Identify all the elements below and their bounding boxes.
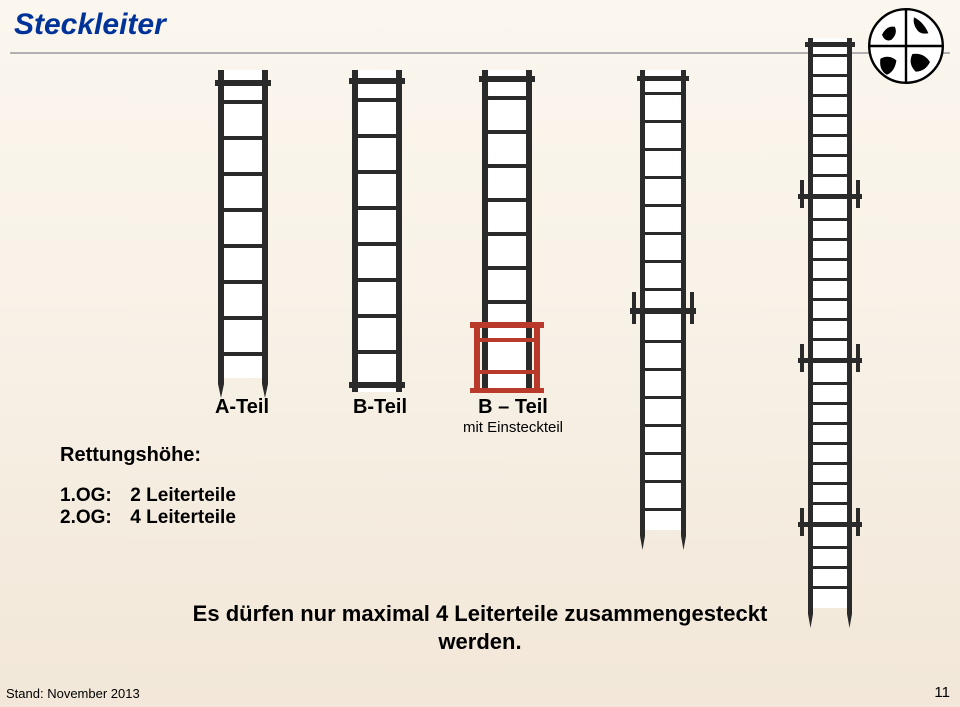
ladder-b-teil xyxy=(337,55,417,407)
note-line1: Es dürfen nur maximal 4 Leiterteile zusa… xyxy=(0,600,960,628)
note-line2: werden. xyxy=(0,628,960,656)
og2-value: 4 Leiterteile xyxy=(130,507,236,528)
label-b-teil: B-Teil xyxy=(310,396,450,419)
og1-value: 2 Leiterteile xyxy=(130,485,236,506)
label-b2-main: B – Teil xyxy=(478,396,548,418)
footer-page-number: 11 xyxy=(934,684,950,701)
ladder-double-stack xyxy=(625,55,701,559)
label-b2-sub: mit Einsteckteil xyxy=(438,419,588,436)
og2-label: 2.OG: xyxy=(60,507,112,528)
og1-label: 1.OG: xyxy=(60,485,112,506)
fire-brigade-logo-icon xyxy=(866,6,946,86)
ladder-b-teil-einsteckteil xyxy=(467,55,547,407)
footer-stand: Stand: November 2013 xyxy=(6,686,140,701)
rettungshoehe-heading: Rettungshöhe: xyxy=(60,444,236,467)
slide-title: Steckleiter xyxy=(14,8,166,42)
max-parts-note: Es dürfen nur maximal 4 Leiterteile zusa… xyxy=(0,600,960,655)
ladder-a-teil xyxy=(203,55,283,407)
label-a-teil: A-Teil xyxy=(172,396,312,419)
label-b-teil-einsteck: B – Teil mit Einsteckteil xyxy=(438,396,588,436)
ladder-quad-stack xyxy=(793,23,867,637)
text-column: Rettungshöhe: 1.OG: 2 Leiterteile 2.OG: … xyxy=(60,444,236,529)
